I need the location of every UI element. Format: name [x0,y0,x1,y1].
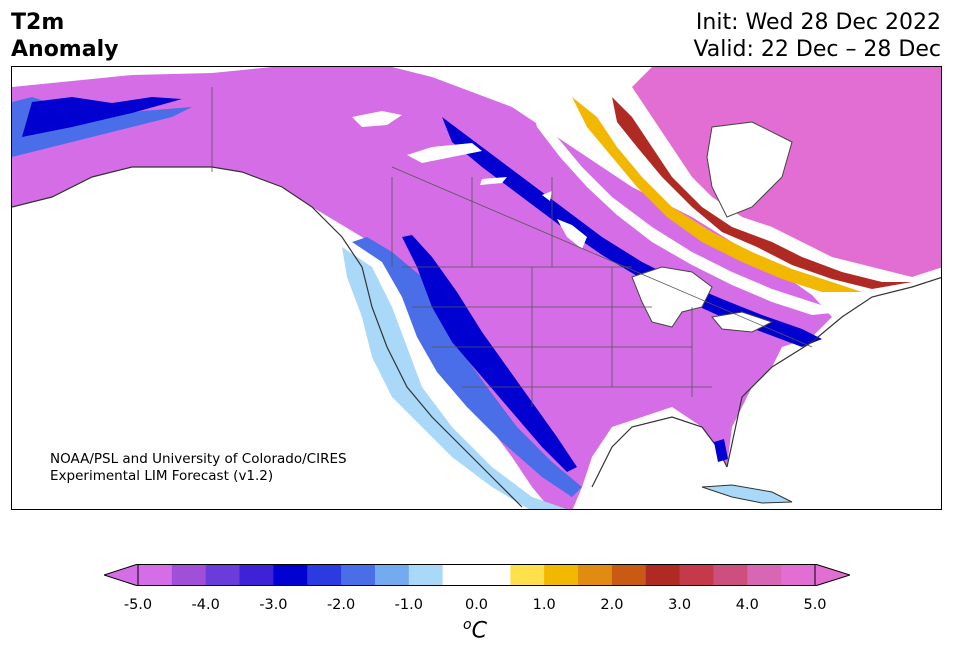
colorbar-cell [713,564,748,586]
colorbar-extend-max [814,564,850,586]
colorbar-tick-label: 4.0 [735,597,759,613]
cuba-island [701,484,793,504]
blue-band-center [442,117,822,347]
colorbar-cell [273,564,308,586]
colorbar-cell [679,564,714,586]
credit-text: NOAA/PSL and University of Colorado/CIRE… [50,451,347,485]
colorbar-cell [442,564,477,586]
colorbar-cell [341,564,376,586]
warm-band-northeast [632,67,941,277]
light-blue-coast [342,247,567,509]
title-variable: T2m [11,10,65,35]
map-title: T2m Anomaly [11,9,118,63]
init-date: Init: Wed 28 Dec 2022 [695,10,941,35]
deep-blue-west [22,97,182,137]
colorbar-cell [578,564,613,586]
colorbar-cell [476,564,511,586]
colorbar-cell [408,564,444,586]
colorbar-cell [781,564,816,586]
colorbar-extend-min [104,564,139,586]
colorbar-tick-label: 1.0 [532,597,556,613]
anomaly-map: NOAA/PSL and University of Colorado/CIRE… [11,66,942,510]
colorbar-tick-label: 5.0 [803,597,827,613]
colorbar-tick-label: 3.0 [668,597,692,613]
map-canvas [12,67,941,509]
colorbar-cell [205,564,241,586]
deep-blue-coast [402,235,577,472]
forecast-dates: Init: Wed 28 Dec 2022 Valid: 22 Dec – 28… [693,9,941,63]
northern-lakes [352,111,587,249]
colorbar [104,564,850,586]
florida-tip [714,439,728,462]
colorbar-cell [645,564,681,586]
colorbar-tick-labels: -5.0 -4.0 -3.0 -2.0 -1.0 0.0 1.0 2.0 3.0 4.0 5.0 [0,597,953,617]
colorbar-cell [510,564,545,586]
hudson-bay [706,121,793,218]
colorbar-cell [747,564,782,586]
colorbar-border [137,564,816,586]
colorbar-cells [138,564,816,586]
colorbar-cell [171,564,207,586]
colorbar-cell [307,564,342,586]
credit-line-1: NOAA/PSL and University of Colorado/CIRE… [50,451,347,467]
colorbar-cell [374,564,410,586]
title-type: Anomaly [11,37,119,62]
colorbar-cell [239,564,274,586]
valid-range: Valid: 22 Dec – 28 Dec [693,37,941,62]
mid-blue-coast [352,237,582,497]
colorbar-cell [138,564,173,586]
colorbar-cell [611,564,647,586]
credit-line-2: Experimental LIM Forecast (v1.2) [50,468,274,484]
colorbar-tick-label: -2.0 [326,597,356,613]
colorbar-unit: oC [463,617,487,643]
colorbar-tick-label: 2.0 [600,597,624,613]
political-borders [211,87,813,407]
unit-celsius: C [471,618,487,644]
colorbar-tick-label: 0.0 [464,597,489,613]
colorbar-cell [544,564,579,586]
colorbar-tick-label: -4.0 [191,597,220,613]
colorbar-tick-label: -3.0 [259,597,288,613]
unit-degree: o [463,617,472,633]
colorbar-tick-label: -5.0 [123,597,153,613]
colorbar-tick-label: -1.0 [394,597,423,613]
